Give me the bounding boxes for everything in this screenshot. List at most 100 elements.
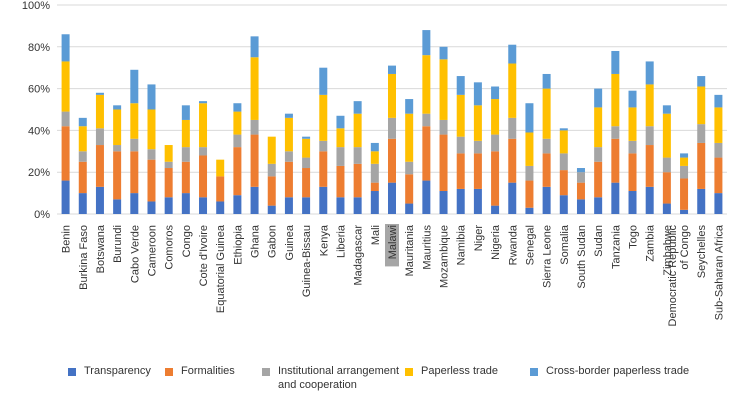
x-axis-label: Guinea <box>284 224 296 260</box>
bar-segment <box>181 193 190 214</box>
x-label-group: Zimbabwe <box>662 225 674 276</box>
x-label-group: Kenya <box>318 224 330 256</box>
bar-segment <box>113 199 122 214</box>
bar-segment <box>439 119 448 135</box>
bar-segment <box>456 153 465 189</box>
x-label-group: Burundi <box>112 225 124 263</box>
bar-segment <box>714 94 723 108</box>
bar-segment <box>508 63 517 118</box>
bar-segment <box>456 94 465 137</box>
bar-segment <box>216 201 225 214</box>
bar-segment <box>61 126 70 181</box>
bar-segment <box>216 159 225 177</box>
x-label-group: Sub-Saharan Africa <box>713 224 725 320</box>
x-label-group: Burkina Faso <box>78 225 90 290</box>
y-tick-label: 20% <box>28 167 50 179</box>
bar-segment <box>611 50 620 74</box>
y-axis-ticks: 0% 20% 40% 60% 80% 100% <box>22 0 50 221</box>
bar-segment <box>78 126 87 152</box>
bar-segment <box>233 195 242 214</box>
bar-segment <box>542 153 551 187</box>
bar-segment <box>319 151 328 187</box>
bar-segment <box>473 105 482 141</box>
y-tick-label: 80% <box>28 42 50 54</box>
x-label-group: Guinea-Bissau <box>301 225 313 297</box>
x-axis-label: Zambia <box>645 224 657 262</box>
bar-segment <box>61 34 70 62</box>
bar-segment <box>147 149 156 160</box>
bar-segment <box>78 161 87 194</box>
bar-segment <box>542 88 551 139</box>
x-axis-label: Guinea-Bissau <box>301 225 313 297</box>
bar-segment <box>164 161 173 169</box>
bar-segment <box>697 142 706 189</box>
bar-segment <box>199 197 208 214</box>
x-axis-label: Rwanda <box>507 224 519 265</box>
x-axis-label: Mauritania <box>404 224 416 276</box>
bar-segment <box>302 138 311 158</box>
x-axis-label: Niger <box>473 225 485 252</box>
bar-segment <box>611 126 620 139</box>
bar-segment <box>267 176 276 206</box>
bar-segment <box>302 168 311 198</box>
x-label-group: Cabo Verde <box>129 225 141 283</box>
x-axis-label: Cote d'Ivoire <box>198 225 210 286</box>
bar-segment <box>319 140 328 152</box>
x-label-group: Mauritius <box>421 225 433 270</box>
x-axis-label: Botswana <box>95 224 107 273</box>
x-axis-label: Somalia <box>559 224 571 265</box>
x-axis-label: Senegal <box>524 225 536 265</box>
bar-segment <box>525 207 534 214</box>
bar-segment <box>697 86 706 125</box>
bar-segment <box>353 101 362 114</box>
bar-segment <box>78 117 87 127</box>
x-axis-label: Cameroon <box>146 225 158 276</box>
x-label-group: Democratic Republic of Congo <box>667 225 691 327</box>
x-label-group: Niger <box>473 225 485 252</box>
bar-segment <box>680 209 689 214</box>
bar-segment <box>336 197 345 214</box>
legend-label: Transparency <box>84 365 151 377</box>
bar-segment <box>542 186 551 214</box>
y-tick-label: 40% <box>28 125 50 137</box>
bar-segment <box>336 147 345 166</box>
bar-segment <box>645 126 654 146</box>
stacked-bar-chart: 0% 20% 40% 60% 80% 100% Benin Burkina Faso Bots… <box>22 0 727 327</box>
bar-segment <box>714 193 723 214</box>
x-label-group: Malawi <box>385 224 399 267</box>
bar-segment <box>491 99 500 135</box>
bar-segment <box>508 138 517 183</box>
bar-segment <box>250 186 259 214</box>
bar-segment <box>147 84 156 110</box>
x-axis-label: Cabo Verde <box>129 225 141 283</box>
x-label-group: Guinea <box>284 224 296 260</box>
bar-segment <box>250 57 259 120</box>
bar-segment <box>370 191 379 214</box>
bar-segment <box>199 147 208 156</box>
bar-segment <box>559 128 568 131</box>
bar-segment <box>267 205 276 214</box>
bar-segment <box>542 138 551 154</box>
bar-segment <box>319 186 328 214</box>
bar-segment <box>250 36 259 58</box>
x-label-group: Senegal <box>524 225 536 265</box>
bar-segment <box>611 73 620 127</box>
bar-segment <box>199 103 208 148</box>
legend: Transparency Formalities Institutional arr… <box>0 360 730 400</box>
x-axis-label: Comoros <box>164 225 176 270</box>
bar-segment <box>95 186 104 214</box>
bar-segment <box>113 105 122 110</box>
bar-segment <box>130 138 139 152</box>
bar-segment <box>181 161 190 194</box>
legend-swatch <box>405 368 413 376</box>
x-axis-label: South Sudan <box>576 225 588 289</box>
x-axis-label: Sub-Saharan Africa <box>713 224 725 320</box>
bar-segment <box>697 76 706 87</box>
legend-label: Formalities <box>181 365 235 377</box>
legend-item: Institutional arrangement and cooperatio… <box>262 364 399 392</box>
bar-segment <box>164 168 173 198</box>
bar-segment <box>422 113 431 127</box>
bar-segment <box>353 197 362 214</box>
x-label-group: Somalia <box>559 224 571 265</box>
x-label-group: South Sudan <box>576 225 588 289</box>
